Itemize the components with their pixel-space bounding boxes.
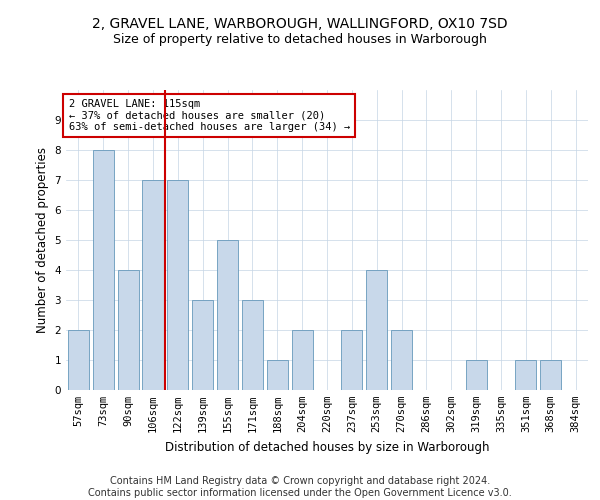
Bar: [142, 180, 164, 390]
Text: Contains HM Land Registry data © Crown copyright and database right 2024.
Contai: Contains HM Land Registry data © Crown c…: [88, 476, 512, 498]
X-axis label: Distribution of detached houses by size in Warborough: Distribution of detached houses by size …: [165, 440, 489, 454]
Bar: [267, 360, 288, 390]
Bar: [515, 360, 536, 390]
Bar: [217, 240, 238, 390]
Y-axis label: Number of detached properties: Number of detached properties: [36, 147, 49, 333]
Bar: [341, 330, 362, 390]
Bar: [118, 270, 139, 390]
Bar: [242, 300, 263, 390]
Text: 2, GRAVEL LANE, WARBOROUGH, WALLINGFORD, OX10 7SD: 2, GRAVEL LANE, WARBOROUGH, WALLINGFORD,…: [92, 18, 508, 32]
Bar: [366, 270, 387, 390]
Bar: [68, 330, 89, 390]
Bar: [540, 360, 561, 390]
Text: Size of property relative to detached houses in Warborough: Size of property relative to detached ho…: [113, 32, 487, 46]
Bar: [167, 180, 188, 390]
Bar: [192, 300, 213, 390]
Text: 2 GRAVEL LANE: 115sqm
← 37% of detached houses are smaller (20)
63% of semi-deta: 2 GRAVEL LANE: 115sqm ← 37% of detached …: [68, 99, 350, 132]
Bar: [466, 360, 487, 390]
Bar: [391, 330, 412, 390]
Bar: [93, 150, 114, 390]
Bar: [292, 330, 313, 390]
